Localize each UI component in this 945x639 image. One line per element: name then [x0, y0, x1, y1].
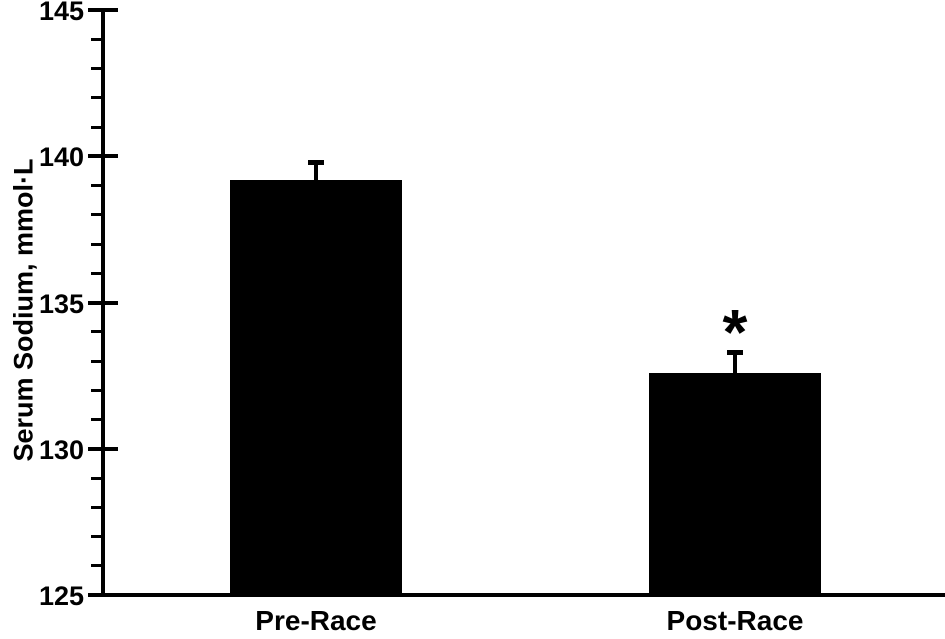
- y-tick-label: 125: [38, 581, 84, 611]
- error-bar-cap: [308, 160, 324, 166]
- error-bar-line: [733, 352, 737, 373]
- y-minor-tick: [91, 37, 101, 41]
- y-major-tick: [88, 154, 118, 159]
- bar-post-race: [649, 372, 821, 597]
- y-minor-tick: [91, 330, 101, 334]
- bar-pre-race: [230, 179, 402, 597]
- y-major-tick: [88, 593, 118, 597]
- y-tick-label: 145: [38, 0, 84, 26]
- y-minor-tick: [91, 184, 101, 187]
- y-minor-tick: [91, 67, 101, 70]
- y-minor-tick: [91, 242, 101, 246]
- y-minor-tick: [91, 388, 101, 392]
- error-bar-cap: [727, 350, 743, 356]
- y-minor-tick: [91, 96, 101, 100]
- x-axis-line: [101, 593, 945, 597]
- y-minor-tick: [91, 359, 101, 363]
- y-minor-tick: [91, 271, 101, 275]
- x-category-label-pre-race: Pre-Race: [255, 605, 377, 636]
- y-major-tick: [88, 8, 118, 12]
- y-minor-tick: [91, 125, 101, 129]
- error-bar-line: [314, 162, 318, 180]
- y-tick-label: 130: [38, 434, 84, 465]
- significance-asterisk: *: [722, 296, 748, 369]
- y-minor-tick: [91, 535, 101, 538]
- x-category-label-post-race: Post-Race: [666, 605, 804, 636]
- y-major-tick: [88, 300, 118, 305]
- y-minor-tick: [91, 505, 101, 509]
- y-major-tick: [88, 446, 118, 451]
- y-minor-tick: [91, 213, 101, 217]
- y-tick-label: 135: [38, 288, 84, 319]
- y-minor-tick: [91, 564, 101, 568]
- y-minor-tick: [91, 476, 101, 480]
- y-minor-tick: [91, 418, 101, 421]
- y-tick-label: 140: [38, 142, 84, 173]
